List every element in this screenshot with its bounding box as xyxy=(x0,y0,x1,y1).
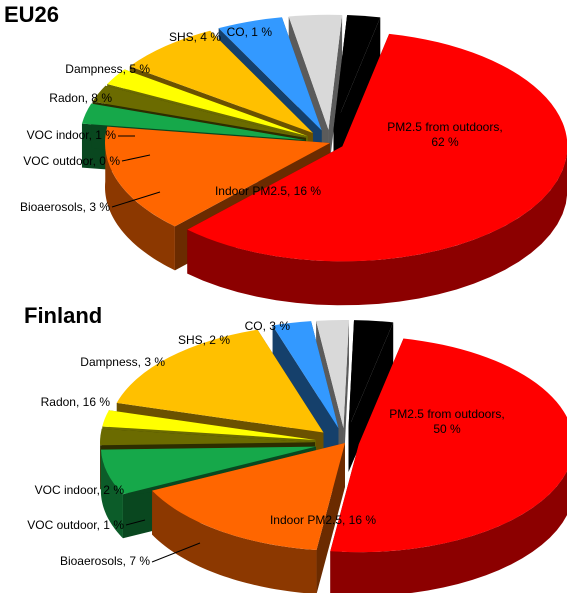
data-label-indoor-pm2-5: Indoor PM2.5, 16 % xyxy=(215,184,321,198)
data-label-indoor-pm2-5: Indoor PM2.5, 16 % xyxy=(270,513,376,527)
pie-slice-co xyxy=(333,15,381,174)
data-label-shs: SHS, 4 % xyxy=(169,30,221,44)
data-label-voc-indoor: VOC indoor, 1 % xyxy=(27,128,117,142)
leader-line-bioaerosols xyxy=(111,191,161,208)
data-label-shs: SHS, 2 % xyxy=(178,333,230,347)
data-label-voc-outdoor: VOC outdoor, 0 % xyxy=(23,154,120,168)
pie-slice-pm2-5-from-outdoors xyxy=(330,338,567,593)
chart-finland: Finland PM2.5 from outdoors, 50 % Indoor P… xyxy=(24,303,567,593)
leader-line-voc-outdoor xyxy=(125,519,146,526)
chart-eu26: EU26 PM2.5 from outdoors, 62 % Indoor PM2.… xyxy=(4,2,567,306)
leader-line-bioaerosols xyxy=(151,542,201,563)
data-label-radon: Radon, 16 % xyxy=(41,395,111,409)
data-label-co: CO, 1 % xyxy=(227,25,273,39)
chart-title-eu26: EU26 xyxy=(4,2,59,27)
chart-title-finland: Finland xyxy=(24,303,102,328)
data-label-radon: Radon, 8 % xyxy=(49,91,112,105)
data-label-pm2-5-from-outdoors: PM2.5 from outdoors, 62 % xyxy=(387,120,502,149)
pie-slice-indoor-pm2-5 xyxy=(152,443,345,593)
data-label-dampness: Dampness, 3 % xyxy=(80,355,165,369)
data-label-pm2-5-from-outdoors: PM2.5 from outdoors, 50 % xyxy=(389,407,504,436)
leader-line-voc-outdoor xyxy=(121,154,151,162)
data-label-voc-outdoor: VOC outdoor, 1 % xyxy=(27,518,124,532)
data-label-voc-indoor: VOC indoor, 2 % xyxy=(35,483,125,497)
pie-slice-pm2-5-from-outdoors xyxy=(187,33,567,306)
data-label-co: CO, 3 % xyxy=(245,319,291,333)
data-label-bioaerosols: Bioaerosols, 7 % xyxy=(60,554,150,568)
data-label-bioaerosols: Bioaerosols, 3 % xyxy=(20,200,110,214)
pie-slice-co xyxy=(348,320,394,473)
data-label-dampness: Dampness, 5 % xyxy=(65,62,150,76)
